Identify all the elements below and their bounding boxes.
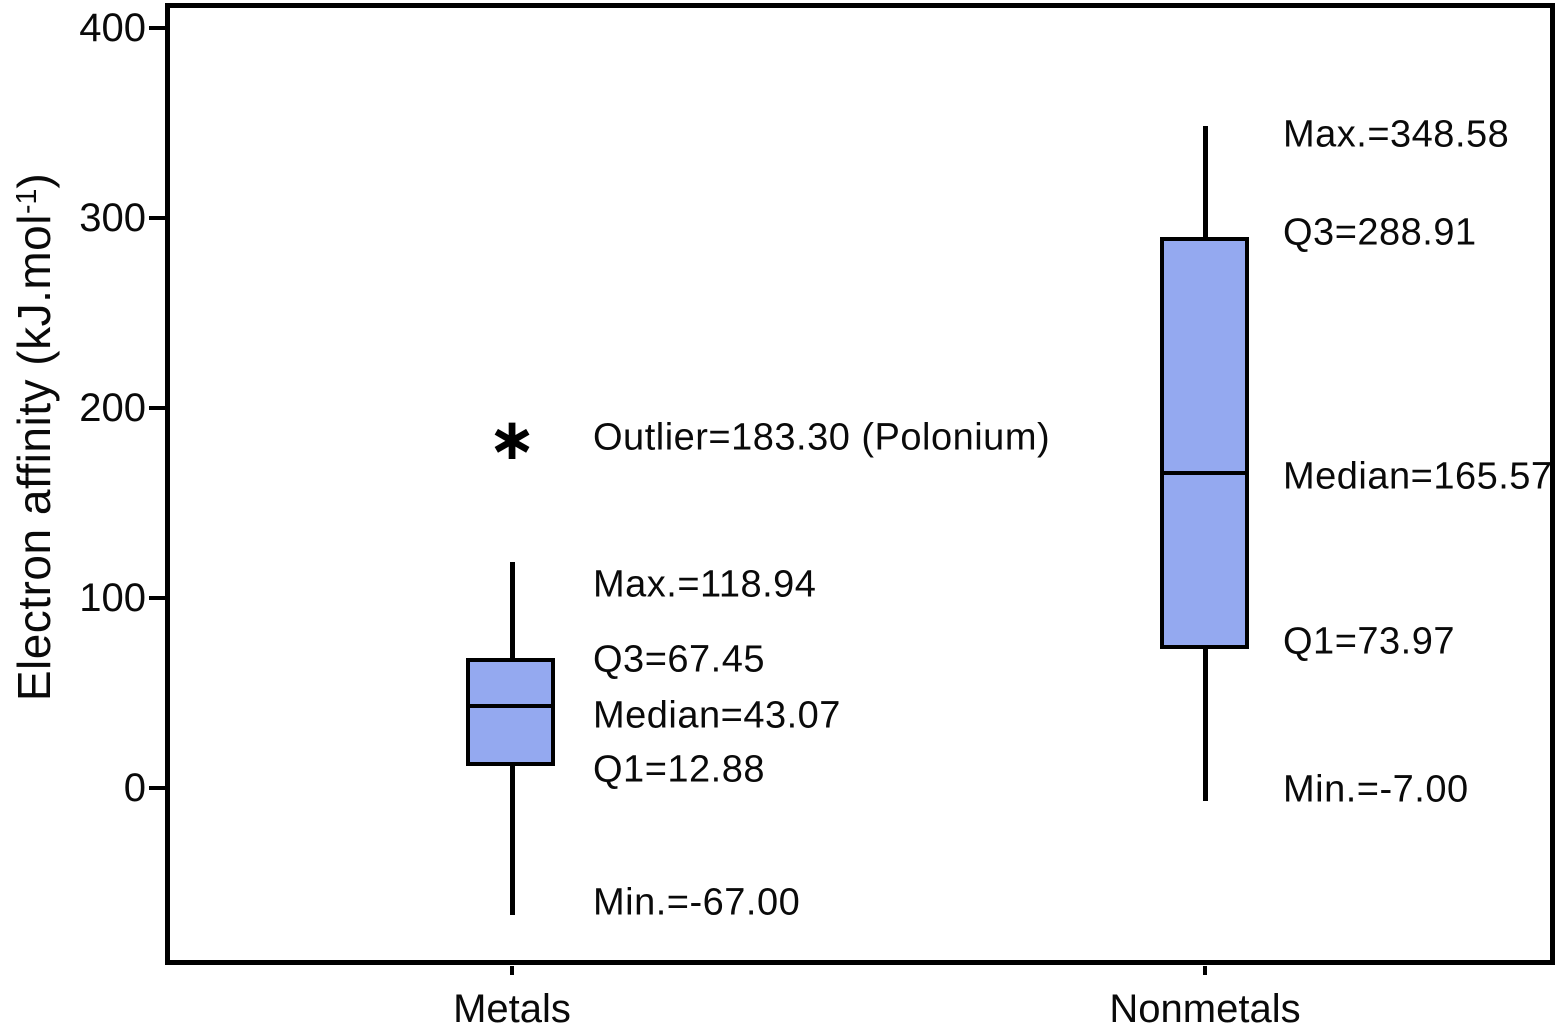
whisker-lower-nonmetals	[1202, 649, 1208, 802]
annotation-metals-min: Min.=-67.00	[593, 881, 801, 924]
annotation-nonmetals-q1: Q1=73.97	[1283, 620, 1455, 663]
outlier-marker-icon-metals: ∗	[487, 406, 537, 472]
y-axis-title-close: )	[8, 172, 60, 189]
annotation-nonmetals-min: Min.=-7.00	[1283, 768, 1469, 811]
annotation-metals-q1: Q1=12.88	[593, 748, 765, 791]
box-metals	[466, 657, 555, 766]
annotation-nonmetals-q3: Q3=288.91	[1283, 211, 1477, 254]
annotation-metals-max: Max.=118.94	[593, 563, 817, 606]
box-nonmetals	[1160, 237, 1249, 650]
x-category-label-metals: Metals	[453, 987, 571, 1031]
x-tick-metals	[510, 966, 514, 975]
y-tick-100	[149, 596, 165, 600]
x-category-label-nonmetals: Nonmetals	[1109, 987, 1301, 1031]
annotation-metals-q3: Q3=67.45	[593, 638, 765, 681]
y-tick-400	[149, 26, 165, 30]
annotation-nonmetals-max: Max.=348.58	[1283, 113, 1510, 156]
whisker-upper-nonmetals	[1202, 125, 1208, 238]
y-tick-200	[149, 406, 165, 410]
y-tick-label-400: 400	[79, 6, 146, 50]
y-tick-label-200: 200	[79, 386, 146, 430]
annotation-nonmetals-median: Median=165.57	[1283, 455, 1553, 498]
y-tick-label-100: 100	[79, 576, 146, 620]
plot-frame	[165, 3, 1555, 965]
x-tick-nonmetals	[1203, 966, 1207, 975]
annotation-metals-median: Median=43.07	[593, 694, 841, 737]
median-line-nonmetals	[1160, 471, 1249, 476]
y-tick-300	[149, 216, 165, 220]
whisker-lower-metals	[509, 765, 515, 916]
median-line-metals	[466, 704, 555, 709]
y-tick-0	[149, 786, 165, 790]
y-tick-label-0: 0	[123, 766, 146, 810]
annotation-metals-outlier: Outlier=183.30 (Polonium)	[593, 416, 1051, 459]
y-axis-title: Electron affinity (kJ.mol-1)	[7, 173, 61, 701]
whisker-upper-metals	[509, 562, 515, 658]
y-tick-label-300: 300	[79, 196, 146, 240]
y-axis-title-text: Electron affinity (kJ.mol	[8, 214, 60, 702]
